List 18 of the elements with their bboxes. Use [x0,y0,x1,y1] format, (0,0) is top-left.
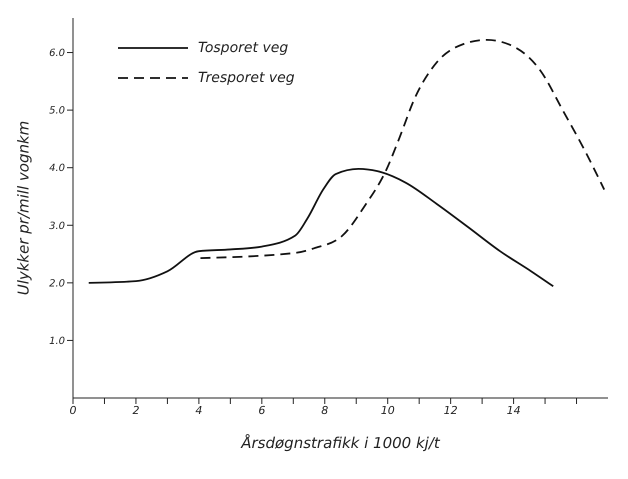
x-tick-label: 2 [132,404,140,417]
legend-label: Tosporet veg [198,39,288,58]
x-tick-label: 8 [321,404,328,417]
x-tick-label: 4 [195,404,202,417]
y-tick-label: 5.0 [49,106,65,117]
x-tick-label: 6 [258,404,266,417]
y-tick-label: 4.0 [49,163,65,174]
legend-label: Tresporet veg [198,69,295,88]
x-tick-label: 14 [506,404,521,417]
y-tick-label: 3.0 [49,220,65,232]
y-tick-label: 1.0 [49,336,65,347]
x-tick-label: 10 [380,404,395,417]
y-tick-label: 2.0 [49,278,65,290]
x-tick-label: 12 [444,404,458,417]
y-axis-title: Ulykker pr/mill vognkm [14,120,32,296]
x-axis-title: Årsdøgnstrafikk i 1000 kj/t [240,434,441,452]
y-tick-label: 6.0 [49,48,65,60]
x-tick-label: 0 [70,404,76,417]
